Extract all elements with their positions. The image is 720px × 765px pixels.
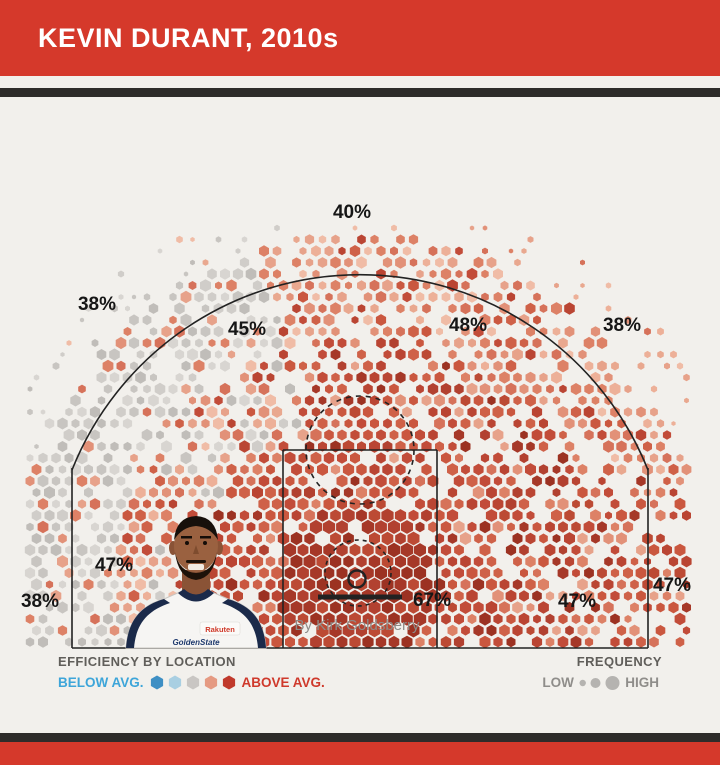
legend-hex-icon	[204, 675, 217, 690]
frequency-legend-title: FREQUENCY	[576, 654, 662, 669]
footer-bar	[0, 742, 720, 765]
svg-text:GoldenState: GoldenState	[172, 638, 220, 647]
svg-text:Rakuten: Rakuten	[205, 625, 235, 634]
legend-hex-icon	[168, 675, 181, 690]
hexbin-layer	[24, 224, 692, 649]
player-photo: GoldenState Rakuten	[125, 516, 267, 649]
below-avg-label: BELOW AVG.	[58, 675, 144, 690]
frequency-dot-icon	[605, 676, 620, 690]
legend-hex-icon	[222, 675, 235, 690]
efficiency-swatch-hexes	[148, 675, 238, 690]
divider-stripe-top	[0, 88, 720, 97]
high-label: HIGH	[625, 675, 659, 690]
divider-stripe-bottom	[0, 733, 720, 742]
efficiency-legend-title: EFFICIENCY BY LOCATION	[58, 654, 236, 669]
low-label: LOW	[542, 675, 574, 690]
efficiency-legend: EFFICIENCY BY LOCATION BELOW AVG. ABOVE A…	[58, 654, 325, 691]
frequency-dot-icon	[590, 678, 601, 688]
frequency-legend: FREQUENCY LOW HIGH	[539, 654, 662, 691]
legend-hex-icon	[150, 675, 163, 690]
frequency-dots	[577, 675, 622, 690]
page-title: KEVIN DURANT, 2010s	[38, 22, 339, 53]
legend-hex-icon	[186, 675, 199, 690]
three-point-arc	[71, 273, 649, 471]
header-bar: KEVIN DURANT, 2010s	[0, 0, 720, 76]
free-throw-circle	[305, 395, 415, 505]
credit-byline: By Kirk Goldsberry	[294, 617, 420, 634]
restricted-area-arc	[324, 539, 392, 607]
rim	[347, 569, 367, 589]
above-avg-label: ABOVE AVG.	[241, 675, 325, 690]
frequency-dot-icon	[579, 679, 586, 687]
